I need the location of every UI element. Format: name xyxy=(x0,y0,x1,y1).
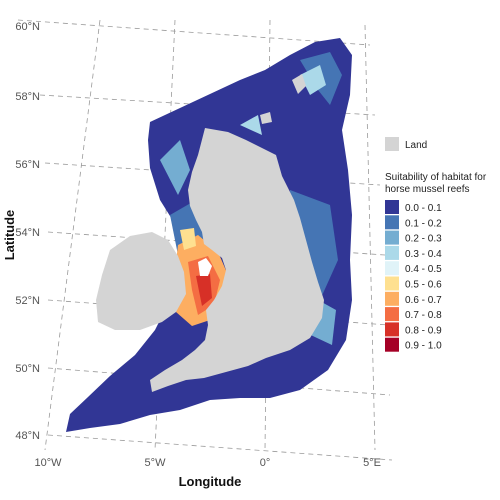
lat-tick-labels: 48°N 50°N 52°N 54°N 56°N 58°N 60°N xyxy=(15,21,40,442)
legend-swatch xyxy=(385,291,399,306)
land-legend-swatch xyxy=(385,137,399,151)
lat-tick-label: 54°N xyxy=(15,227,40,239)
land-ireland xyxy=(96,232,186,330)
legend-swatch xyxy=(385,230,399,245)
lon-tick-label: 5°E xyxy=(363,457,381,469)
legend-classes: 0.0 - 0.1 0.1 - 0.2 0.2 - 0.3 0.3 - 0.4 0.4 … xyxy=(385,200,442,352)
lat-tick-label: 56°N xyxy=(15,159,40,171)
legend-swatch xyxy=(385,276,399,291)
legend: Land Suitability of habitat for horse mu… xyxy=(385,137,487,352)
legend-label: 0.8 - 0.9 xyxy=(405,325,442,336)
legend-title-line-1: Suitability of habitat for xyxy=(385,172,487,183)
legend-label: 0.1 - 0.2 xyxy=(405,218,442,229)
legend-swatch xyxy=(385,337,399,352)
legend-label: 0.7 - 0.8 xyxy=(405,310,442,321)
land-isle-of-man xyxy=(198,258,212,276)
lat-tick-label: 48°N xyxy=(15,430,40,442)
legend-swatch xyxy=(385,245,399,260)
lon-tick-label: 0° xyxy=(260,457,271,469)
legend-label: 0.6 - 0.7 xyxy=(405,295,442,306)
lon-tick-label: 5°W xyxy=(145,457,167,469)
legend-swatch xyxy=(385,200,399,214)
legend-label: 0.4 - 0.5 xyxy=(405,264,442,275)
lat-tick-label: 58°N xyxy=(15,91,40,103)
legend-swatch xyxy=(385,307,399,322)
land-great-britain xyxy=(150,128,324,392)
legend-swatch xyxy=(385,215,399,230)
legend-label: 0.2 - 0.3 xyxy=(405,234,442,245)
legend-label: 0.9 - 1.0 xyxy=(405,341,442,352)
legend-label: 0.0 - 0.1 xyxy=(405,203,442,214)
land-northern-isles xyxy=(260,74,306,124)
lon-tick-label: 10°W xyxy=(34,457,62,469)
land-legend-label: Land xyxy=(405,140,427,151)
legend-label: 0.5 - 0.6 xyxy=(405,280,442,291)
y-axis-title: Latitude xyxy=(2,210,17,261)
legend-swatch xyxy=(385,261,399,276)
lon-tick-labels: 10°W 5°W 0° 5°E xyxy=(34,457,380,469)
x-axis-title: Longitude xyxy=(179,474,242,489)
lat-tick-label: 52°N xyxy=(15,295,40,307)
legend-title-line-2: horse mussel reefs xyxy=(385,184,469,195)
legend-label: 0.3 - 0.4 xyxy=(405,249,442,260)
legend-swatch xyxy=(385,322,399,337)
lat-tick-label: 50°N xyxy=(15,363,40,375)
lat-tick-label: 60°N xyxy=(15,21,40,33)
